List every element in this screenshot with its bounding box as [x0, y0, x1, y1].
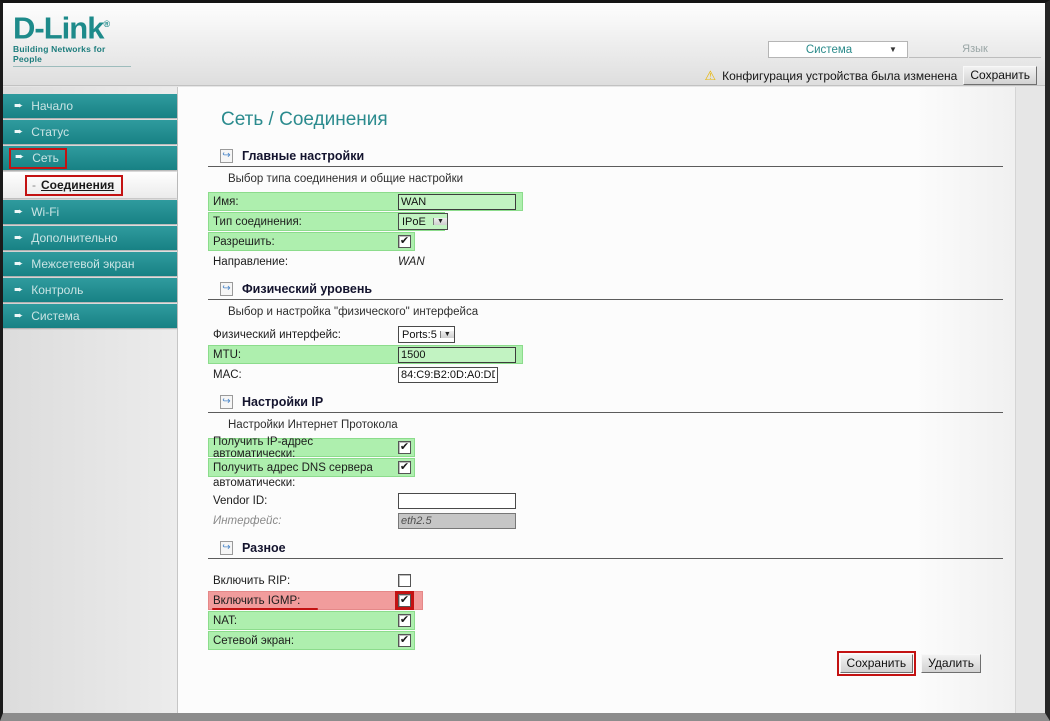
- section-divider: [208, 299, 1003, 300]
- arrow-right-icon: ➨: [14, 231, 24, 244]
- main-content: Сеть / Соединения ↪ Главные настройки Вы…: [178, 87, 1016, 713]
- mac-input[interactable]: [398, 366, 498, 383]
- warning-text: Конфигурация устройства была изменена: [722, 68, 958, 83]
- delete-button[interactable]: Удалить: [921, 654, 981, 673]
- interface-input: [398, 512, 516, 529]
- annotation-box: ➨ Сеть: [9, 147, 67, 169]
- nat-checkbox[interactable]: [398, 614, 411, 627]
- field-row-enable: Разрешить:: [208, 232, 1003, 251]
- section-arrow-icon: ↪: [220, 282, 233, 296]
- field-row-auto-dns: Получить адрес DNS сервера: [208, 458, 1003, 477]
- annotation-box: Сохранить: [836, 651, 917, 676]
- bullet-dash: -: [32, 177, 36, 192]
- vendor-id-input[interactable]: [398, 492, 516, 509]
- auto-dns-label-line2: автоматически:: [213, 477, 296, 489]
- name-input[interactable]: [398, 193, 516, 210]
- brand-text: D-Link®: [13, 10, 110, 46]
- section-arrow-icon: ↪: [220, 541, 233, 555]
- language-dropdown-value: Язык: [962, 43, 988, 55]
- header-save-button[interactable]: Сохранить: [963, 66, 1037, 85]
- sidebar-item-status[interactable]: ➨ Статус: [3, 120, 177, 144]
- config-changed-banner: ⚠ Конфигурация устройства была изменена …: [704, 66, 1037, 85]
- direction-value: WAN: [398, 255, 425, 268]
- section-subtitle: Выбор и настройка "физического" интерфей…: [228, 306, 479, 318]
- section-header-ip: ↪ Настройки IP: [220, 395, 1003, 409]
- field-row-interface: Интерфейс:: [208, 512, 1003, 529]
- sidebar-item-wifi[interactable]: ➨ Wi-Fi: [3, 200, 177, 224]
- field-row-vendor-id: Vendor ID:: [208, 492, 1003, 509]
- arrow-right-icon: ➨: [14, 309, 24, 322]
- section-subtitle: Настройки Интернет Протокола: [228, 419, 398, 431]
- chevron-down-icon: ▼: [439, 331, 454, 338]
- green-highlight: [208, 438, 415, 457]
- header: D-Link® Building Networks for People Сис…: [3, 3, 1045, 86]
- chevron-down-icon: ▼: [889, 45, 897, 54]
- annotation-box: - Соединения: [25, 174, 124, 196]
- field-row-direction: Направление: WAN: [213, 255, 425, 268]
- section-header-main-settings: ↪ Главные настройки: [220, 149, 1003, 163]
- section-arrow-icon: ↪: [220, 395, 233, 409]
- arrow-right-icon: ➨: [14, 125, 24, 138]
- sidebar-item-set[interactable]: ➨ Сеть: [3, 146, 177, 170]
- form-actions: Сохранить Удалить: [836, 651, 981, 676]
- annotation-underline: [212, 608, 318, 610]
- section-header-misc: ↪ Разное: [220, 541, 1003, 555]
- section-divider: [208, 166, 1003, 167]
- connection-type-select[interactable]: IPoE ▼: [398, 213, 448, 230]
- field-row-rip: Включить RIP:: [208, 572, 1003, 589]
- firewall-checkbox[interactable]: [398, 634, 411, 647]
- green-highlight: [208, 631, 415, 650]
- sidebar-item-dopolnitelno[interactable]: ➨ Дополнительно: [3, 226, 177, 250]
- sidebar: ➨ Начало ➨ Статус ➨ Сеть - Соединения: [3, 87, 178, 713]
- sidebar-item-soedineniya[interactable]: - Соединения: [3, 172, 177, 198]
- green-highlight: [208, 611, 415, 630]
- arrow-right-icon: ➨: [14, 99, 24, 112]
- arrow-right-icon: ➨: [14, 205, 24, 218]
- system-dropdown[interactable]: Система ▼: [768, 41, 908, 58]
- rip-checkbox[interactable]: [398, 574, 411, 587]
- field-row-nat: NAT:: [208, 611, 1003, 630]
- connection-form: ↪ Главные настройки Выбор типа соединени…: [208, 149, 1003, 650]
- physical-interface-select[interactable]: Ports:5 ▼: [398, 326, 455, 343]
- section-divider: [208, 558, 1003, 559]
- system-dropdown-value: Система: [805, 43, 853, 56]
- green-highlight: [208, 232, 415, 251]
- section-arrow-icon: ↪: [220, 149, 233, 163]
- auto-ip-checkbox[interactable]: [398, 441, 411, 454]
- brand-tagline: Building Networks for People: [13, 44, 131, 68]
- section-subtitle: Выбор типа соединения и общие настройки: [228, 173, 464, 185]
- chevron-down-icon: ▼: [433, 218, 447, 225]
- field-row-mtu: MTU:: [208, 345, 1003, 364]
- page-title: Сеть / Соединения: [221, 109, 388, 130]
- sidebar-item-nachalo[interactable]: ➨ Начало: [3, 94, 177, 118]
- warning-icon: ⚠: [704, 67, 717, 83]
- sidebar-item-sistema[interactable]: ➨ Система: [3, 304, 177, 328]
- arrow-right-icon: ➨: [14, 257, 24, 270]
- section-divider: [208, 412, 1003, 413]
- registered-mark: ®: [103, 19, 110, 29]
- mtu-input[interactable]: [398, 346, 516, 363]
- section-header-physical: ↪ Физический уровень: [220, 282, 1003, 296]
- field-row-firewall: Сетевой экран:: [208, 631, 1003, 650]
- field-row-name: Имя:: [208, 192, 1003, 211]
- arrow-right-icon: ➨: [14, 283, 24, 296]
- arrow-right-icon: ➨: [15, 151, 25, 163]
- field-row-connection-type: Тип соединения: IPoE ▼: [208, 212, 1003, 231]
- field-row-physical-interface: Физический интерфейс: Ports:5 ▼: [208, 326, 1003, 343]
- save-button[interactable]: Сохранить: [839, 654, 914, 673]
- auto-dns-checkbox[interactable]: [398, 461, 411, 474]
- green-highlight: [208, 458, 415, 477]
- field-row-igmp: Включить IGMP:: [208, 591, 1003, 610]
- dlink-logo[interactable]: D-Link® Building Networks for People: [13, 8, 131, 68]
- enable-checkbox[interactable]: [398, 235, 411, 248]
- sidebar-item-firewall[interactable]: ➨ Межсетевой экран: [3, 252, 177, 276]
- field-row-auto-ip: Получить IP-адрес автоматически:: [208, 436, 1003, 460]
- language-dropdown[interactable]: Язык: [909, 41, 1041, 58]
- igmp-checkbox[interactable]: [395, 591, 414, 610]
- field-row-mac: MAC:: [208, 366, 1003, 383]
- sidebar-item-kontrol[interactable]: ➨ Контроль: [3, 278, 177, 302]
- sidebar-menu: ➨ Начало ➨ Статус ➨ Сеть - Соединения: [3, 94, 177, 328]
